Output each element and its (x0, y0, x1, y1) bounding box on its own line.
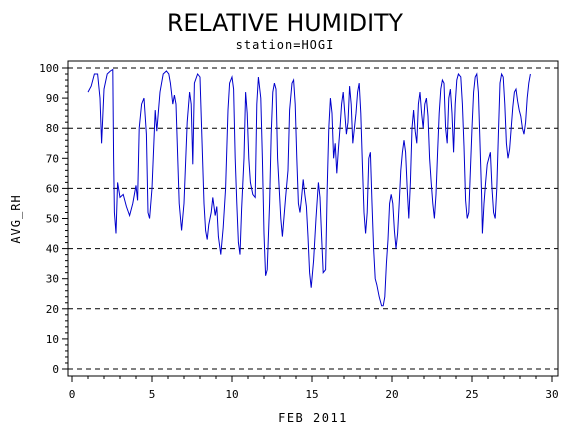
chart-title: RELATIVE HUMIDITY (167, 9, 403, 37)
x-tick-label: 15 (305, 388, 318, 401)
y-tick-label: 0 (52, 363, 59, 376)
y-tick-label: 80 (46, 122, 59, 135)
x-tick-label: 5 (149, 388, 156, 401)
y-tick-label: 100 (39, 62, 59, 75)
gridlines (68, 67, 558, 370)
x-axis-label: FEB 2011 (278, 411, 348, 425)
y-tick-label: 10 (46, 333, 59, 346)
y-tick-label: 90 (46, 92, 59, 105)
x-tick-label: 10 (225, 388, 238, 401)
y-tick-label: 30 (46, 273, 59, 286)
y-axis: 0 10 20 30 40 50 60 70 80 90 100 (39, 62, 68, 376)
y-axis-label: AVG_RH (9, 194, 23, 243)
x-tick-label: 20 (385, 388, 398, 401)
series-line-avg-rh (87, 68, 531, 307)
x-tick-label: 25 (465, 388, 478, 401)
x-tick-label: 30 (545, 388, 558, 401)
y-tick-label: 40 (46, 243, 59, 256)
y-tick-label: 50 (46, 213, 59, 226)
x-axis: 0 5 10 15 20 25 30 (69, 376, 559, 401)
y-tick-label: 60 (46, 182, 59, 195)
y-tick-label: 70 (46, 152, 59, 165)
x-tick-label: 0 (69, 388, 76, 401)
series-layer (87, 68, 531, 307)
chart-subtitle: station=HOGI (236, 38, 335, 52)
y-tick-label: 20 (46, 303, 59, 316)
